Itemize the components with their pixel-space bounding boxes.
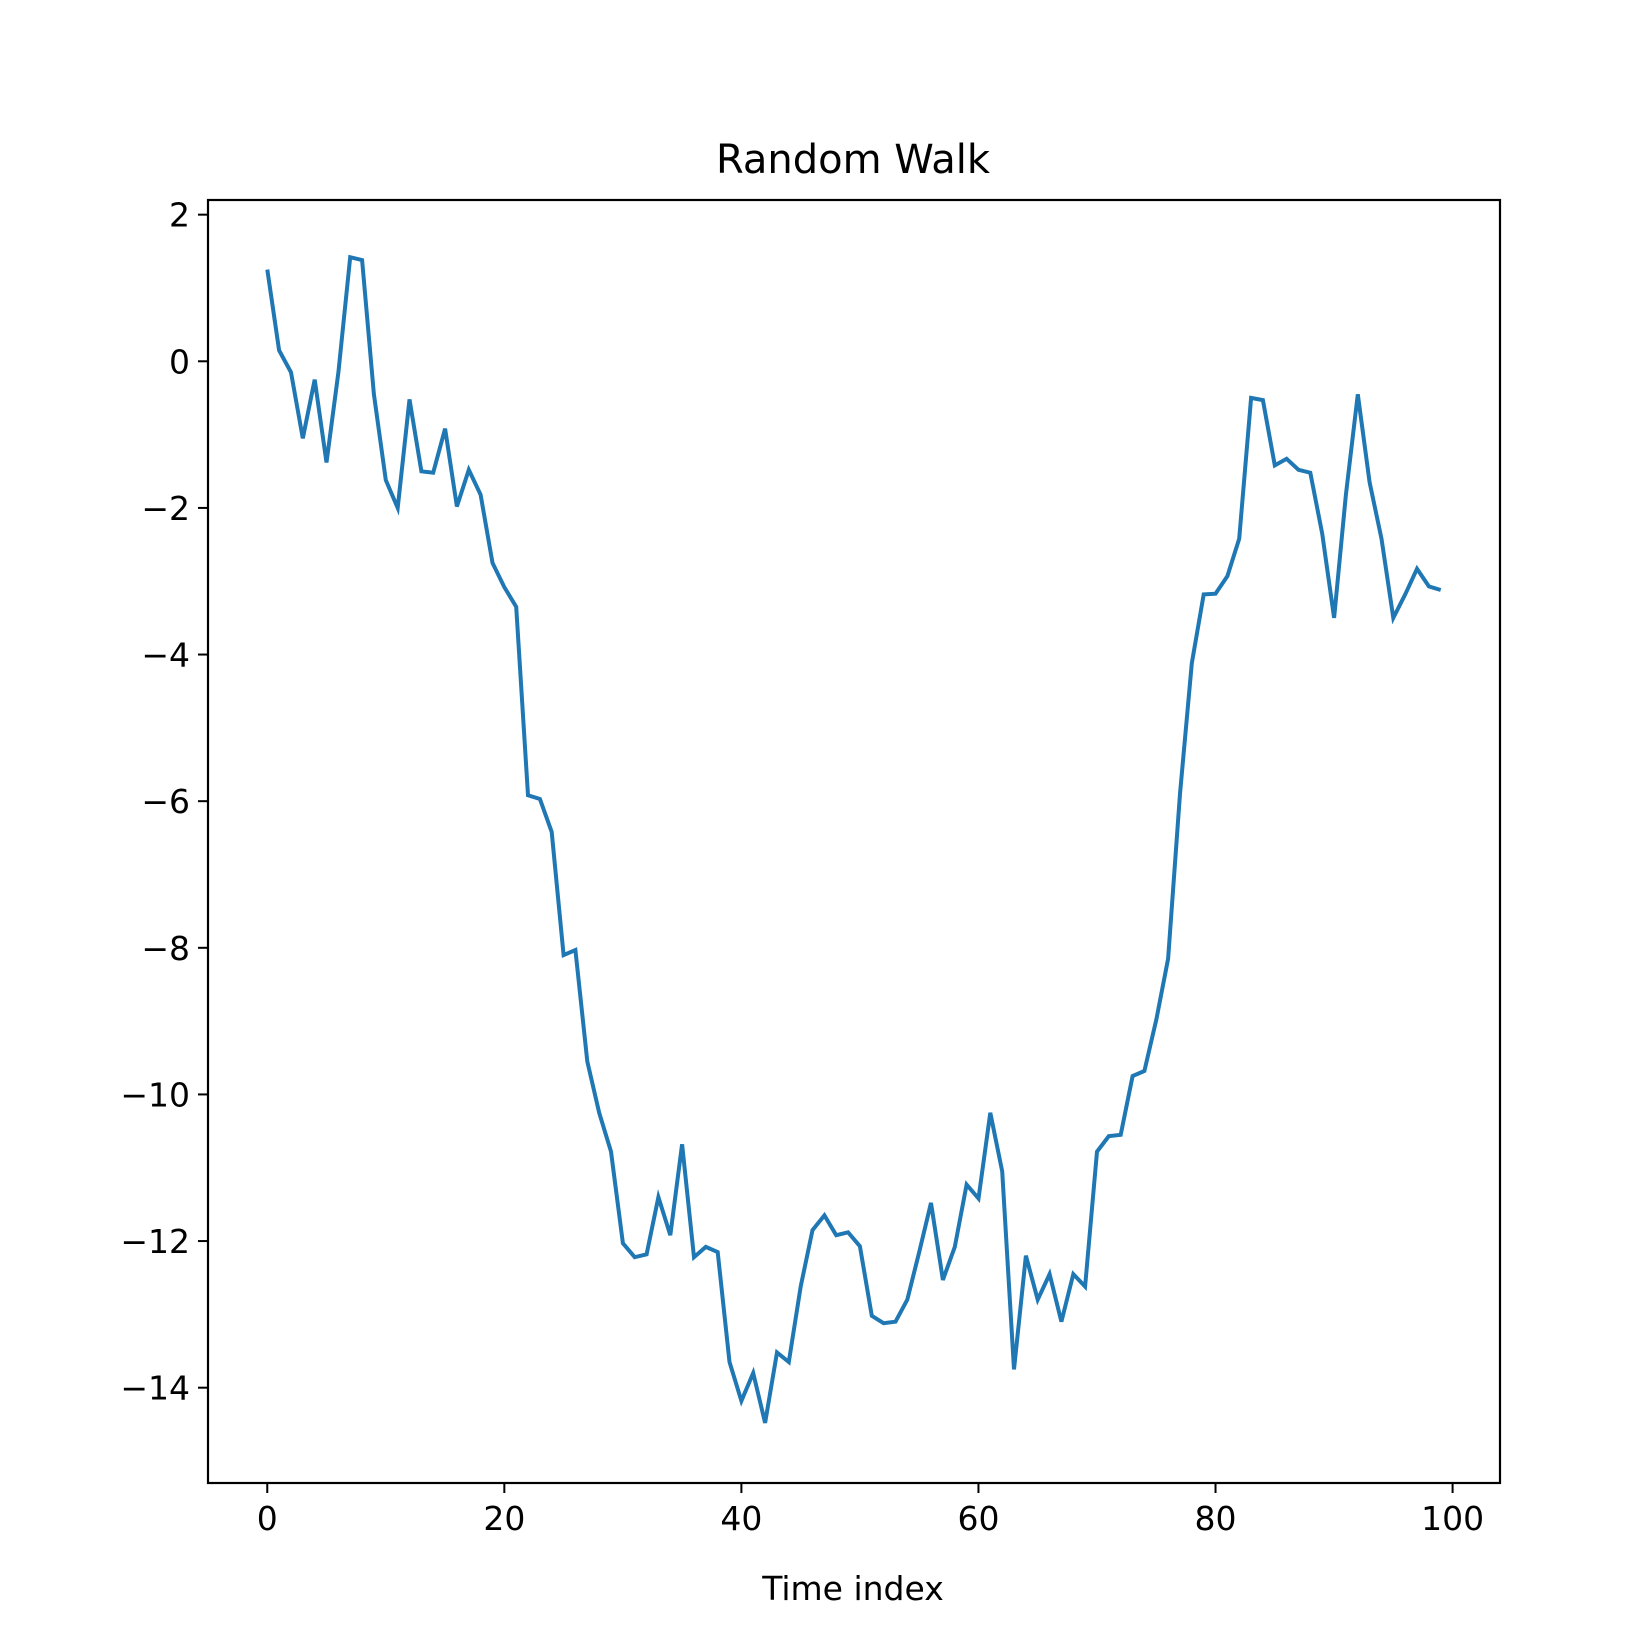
y-tick-label: −8 (141, 929, 190, 968)
axes-frame (206, 198, 1502, 1485)
x-tick-label: 60 (957, 1499, 999, 1538)
plot-area (265, 254, 1442, 1424)
x-tick-label: 80 (1195, 1499, 1237, 1538)
y-tick-label: −4 (141, 636, 190, 675)
y-tick-label: −10 (120, 1075, 190, 1114)
y-tick-label: −12 (120, 1222, 190, 1261)
chart-title: Random Walk (716, 137, 991, 183)
series-line-0 (265, 254, 1442, 1424)
y-tick-label: −6 (141, 782, 190, 821)
y-axis-ticks: 2 0 −2 −4 −6 −8 −10 −12 −14 (120, 196, 208, 1408)
x-tick-label: 20 (483, 1499, 525, 1538)
x-tick-label: 100 (1421, 1499, 1484, 1538)
x-tick-label: 0 (257, 1499, 278, 1538)
x-axis-label: Time index (761, 1569, 944, 1608)
y-tick-label: 0 (169, 342, 190, 381)
y-tick-label: −2 (141, 489, 190, 528)
y-tick-label: 2 (169, 196, 190, 235)
y-tick-label: −14 (120, 1369, 190, 1408)
x-axis-ticks: 0 20 40 60 80 100 (257, 1483, 1484, 1538)
x-tick-label: 40 (720, 1499, 762, 1538)
